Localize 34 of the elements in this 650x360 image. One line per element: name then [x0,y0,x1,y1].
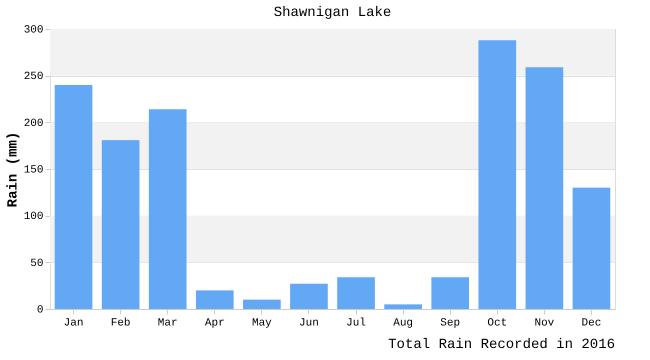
x-tick-label: Mar [158,318,178,330]
chart-title: Shawnigan Lake [274,5,392,21]
bar [526,67,564,309]
text: Total Rain Recorded in 2016 [388,337,615,353]
x-tick-label: Jul [346,318,366,330]
x-tick-label: Nov [534,318,555,330]
y-tick-label: 150 [24,164,44,176]
y-tick-label: 200 [24,118,44,130]
x-tick-label: Sep [440,318,460,330]
bar [290,284,328,309]
bar [337,277,375,309]
bar [572,188,610,309]
x-tick-label: May [252,318,272,330]
y-tick-label: 250 [24,71,44,84]
x-tick-label: Jun [299,318,319,330]
bar [384,304,422,309]
y-tick-label: 300 [24,24,44,36]
x-tick-label: Jan [64,318,84,330]
x-tick-label: Dec [582,318,602,330]
y-tick-label: 50 [30,258,44,270]
y-tick-label: 0 [36,304,44,316]
bar [431,277,470,309]
y-axis-title: Rain (mm) [6,132,22,208]
x-tick-label: Aug [393,318,414,330]
bar [54,85,92,309]
bar [478,40,516,309]
bar [148,109,187,309]
bar [243,300,281,309]
x-tick-label: Oct [487,318,508,330]
bar [102,140,140,309]
y-tick-label: 100 [24,211,44,224]
bar [196,290,234,309]
x-tick-label: Apr [204,318,225,330]
x-tick-label: Feb [110,318,131,330]
